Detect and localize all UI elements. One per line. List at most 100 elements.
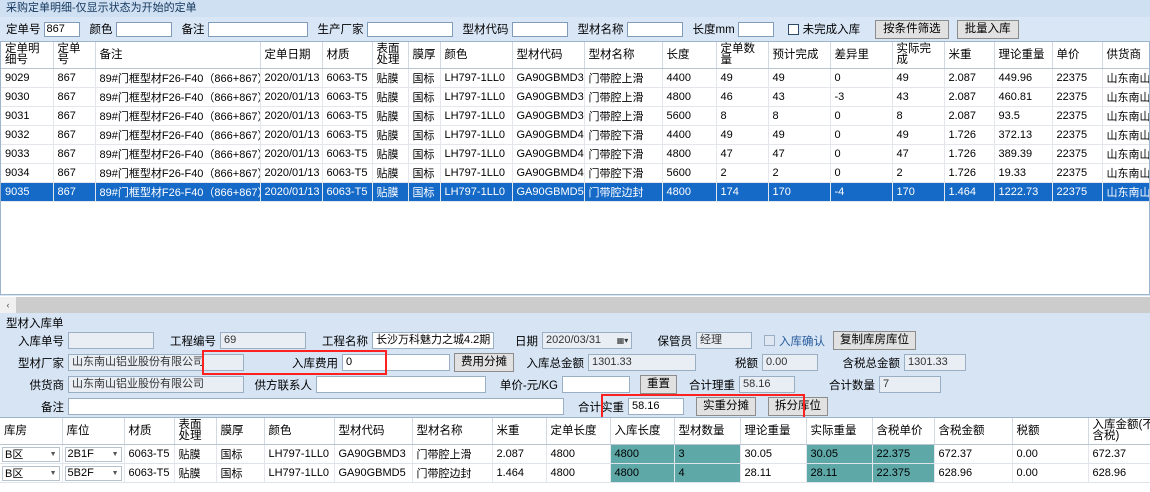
- cell-13[interactable]: 0: [830, 125, 893, 145]
- column-header-3[interactable]: 定单日期: [260, 42, 323, 69]
- table-row[interactable]: 9032 867 89#门框型材F26-F40（866+867） 2020/01/13…: [1, 125, 1149, 145]
- cell-17[interactable]: 22375: [1052, 87, 1103, 107]
- warehouse-select[interactable]: B区 ▼: [0, 444, 63, 464]
- column-header-13[interactable]: 差异里: [830, 42, 893, 69]
- table-row[interactable]: 9031 867 89#门框型材F26-F40（866+867） 2020/01/13…: [1, 106, 1149, 126]
- cell-10[interactable]: 5600: [662, 163, 717, 183]
- cell-3[interactable]: 2020/01/13: [260, 106, 323, 126]
- cell-17[interactable]: 22375: [1052, 182, 1103, 202]
- cell-16[interactable]: 19.33: [994, 163, 1053, 183]
- column-header-9[interactable]: 型材名称: [584, 42, 663, 69]
- cell-6[interactable]: GA90GBMD5: [334, 463, 413, 483]
- cell-8[interactable]: GA90GBMD3: [512, 106, 585, 126]
- cell-9[interactable]: 门带腔下滑: [584, 144, 663, 164]
- cell-1[interactable]: 867: [53, 163, 96, 183]
- actual-weight-allocate-button[interactable]: 实重分摊: [696, 397, 756, 416]
- cell-8[interactable]: 1.464: [492, 463, 547, 483]
- column-header-1[interactable]: 定单号: [53, 42, 96, 69]
- cell-3[interactable]: 2020/01/13: [260, 68, 323, 88]
- cell-16[interactable]: 93.5: [994, 106, 1053, 126]
- cell-8[interactable]: GA90GBMD4: [512, 163, 585, 183]
- cell-10[interactable]: 5600: [662, 106, 717, 126]
- cell-11[interactable]: 2: [716, 163, 769, 183]
- cell-16[interactable]: 0.00: [1012, 444, 1089, 464]
- cell-15[interactable]: 1.726: [944, 125, 995, 145]
- cell-15[interactable]: 2.087: [944, 68, 995, 88]
- cell-1[interactable]: 867: [53, 144, 96, 164]
- cell-17[interactable]: 22375: [1052, 68, 1103, 88]
- cell-13[interactable]: 0: [830, 68, 893, 88]
- column-header-11[interactable]: 定单数量: [716, 42, 769, 69]
- cell-3[interactable]: 2020/01/13: [260, 87, 323, 107]
- cell-5[interactable]: LH797-1LL0: [264, 444, 335, 464]
- cell-5[interactable]: 贴膜: [372, 125, 409, 145]
- sum-theory-field[interactable]: 58.16: [739, 376, 795, 393]
- purchase-order-detail-grid[interactable]: 定单明细号 定单号 备注 定单日期 材质 表面处理 膜厚 颜色 型材代码 型材名称 长度 定单数量 预计…: [0, 41, 1150, 295]
- cell-3[interactable]: 2020/01/13: [260, 182, 323, 202]
- cell-8[interactable]: GA90GBMD5: [512, 182, 585, 202]
- cell-13[interactable]: 0: [830, 144, 893, 164]
- column-header-13[interactable]: 实际重量: [806, 418, 873, 445]
- column-header-10[interactable]: 长度: [662, 42, 717, 69]
- column-header-11[interactable]: 型材数量: [674, 418, 741, 445]
- cell-4[interactable]: 6063-T5: [322, 163, 373, 183]
- cell-13[interactable]: -4: [830, 182, 893, 202]
- cell-11[interactable]: 3: [674, 444, 741, 464]
- cell-9[interactable]: 门带腔上滑: [584, 106, 663, 126]
- column-header-12[interactable]: 预计完成: [768, 42, 831, 69]
- cell-17[interactable]: 22375: [1052, 144, 1103, 164]
- column-header-16[interactable]: 税额: [1012, 418, 1089, 445]
- cell-12[interactable]: 2: [768, 163, 831, 183]
- cell-7[interactable]: LH797-1LL0: [440, 87, 513, 107]
- cell-18[interactable]: 山东南山铝业股份有限公司: [1102, 125, 1149, 145]
- cell-7[interactable]: LH797-1LL0: [440, 163, 513, 183]
- cell-16[interactable]: 0.00: [1012, 463, 1089, 483]
- column-header-0[interactable]: 库房: [0, 418, 63, 445]
- column-header-0[interactable]: 定单明细号: [1, 42, 54, 69]
- sum-qty-field[interactable]: 7: [879, 376, 941, 393]
- column-header-10[interactable]: 入库长度: [610, 418, 675, 445]
- cell-5[interactable]: 贴膜: [372, 182, 409, 202]
- column-header-17[interactable]: 入库金额(不含税): [1088, 418, 1150, 445]
- fee-allocate-button[interactable]: 费用分摊: [454, 353, 514, 372]
- cell-6[interactable]: 国标: [408, 68, 441, 88]
- cell-10[interactable]: 4400: [662, 68, 717, 88]
- cell-8[interactable]: GA90GBMD4: [512, 125, 585, 145]
- column-header-1[interactable]: 库位: [62, 418, 125, 445]
- cell-4[interactable]: 国标: [216, 444, 265, 464]
- cell-1[interactable]: 867: [53, 87, 96, 107]
- supplier-field[interactable]: 山东南山铝业股份有限公司: [68, 376, 244, 393]
- column-header-5[interactable]: 颜色: [264, 418, 335, 445]
- cell-0[interactable]: 9033: [1, 144, 54, 164]
- cell-14[interactable]: 49: [892, 125, 945, 145]
- table-row[interactable]: B区 ▼ 2B1F ▼ 6063-T5 贴膜 国标 LH797-1LL0 GA90GBMD3 门带…: [0, 444, 1150, 464]
- cell-5[interactable]: LH797-1LL0: [264, 463, 335, 483]
- cell-0[interactable]: 9032: [1, 125, 54, 145]
- cell-13[interactable]: -3: [830, 87, 893, 107]
- cell-9[interactable]: 门带腔上滑: [584, 87, 663, 107]
- cell-2[interactable]: 89#门框型材F26-F40（866+867）: [95, 125, 261, 145]
- order-no-input[interactable]: [43, 21, 80, 37]
- column-header-14[interactable]: 含税单价: [872, 418, 935, 445]
- cell-6[interactable]: 国标: [408, 144, 441, 164]
- cell-2[interactable]: 89#门框型材F26-F40（866+867）: [95, 106, 261, 126]
- date-field[interactable]: 2020/03/31: [542, 332, 614, 349]
- batch-stock-in-button[interactable]: 批量入库: [956, 19, 1019, 39]
- cell-17[interactable]: 22375: [1052, 163, 1103, 183]
- column-header-2[interactable]: 材质: [124, 418, 175, 445]
- cell-17[interactable]: 22375: [1052, 106, 1103, 126]
- cell-9[interactable]: 门带腔下滑: [584, 163, 663, 183]
- cell-7[interactable]: LH797-1LL0: [440, 68, 513, 88]
- cell-5[interactable]: 贴膜: [372, 144, 409, 164]
- cell-8[interactable]: 2.087: [492, 444, 547, 464]
- cell-10[interactable]: 4800: [610, 444, 675, 464]
- cell-6[interactable]: 国标: [408, 106, 441, 126]
- keeper-field[interactable]: 经理: [696, 332, 752, 349]
- cell-9[interactable]: 门带腔下滑: [584, 125, 663, 145]
- length-input[interactable]: [737, 21, 774, 37]
- cell-13[interactable]: 28.11: [806, 463, 873, 483]
- cell-14[interactable]: 22.375: [872, 444, 935, 464]
- cell-11[interactable]: 46: [716, 87, 769, 107]
- cell-0[interactable]: 9031: [1, 106, 54, 126]
- form-remark-field[interactable]: [68, 398, 564, 415]
